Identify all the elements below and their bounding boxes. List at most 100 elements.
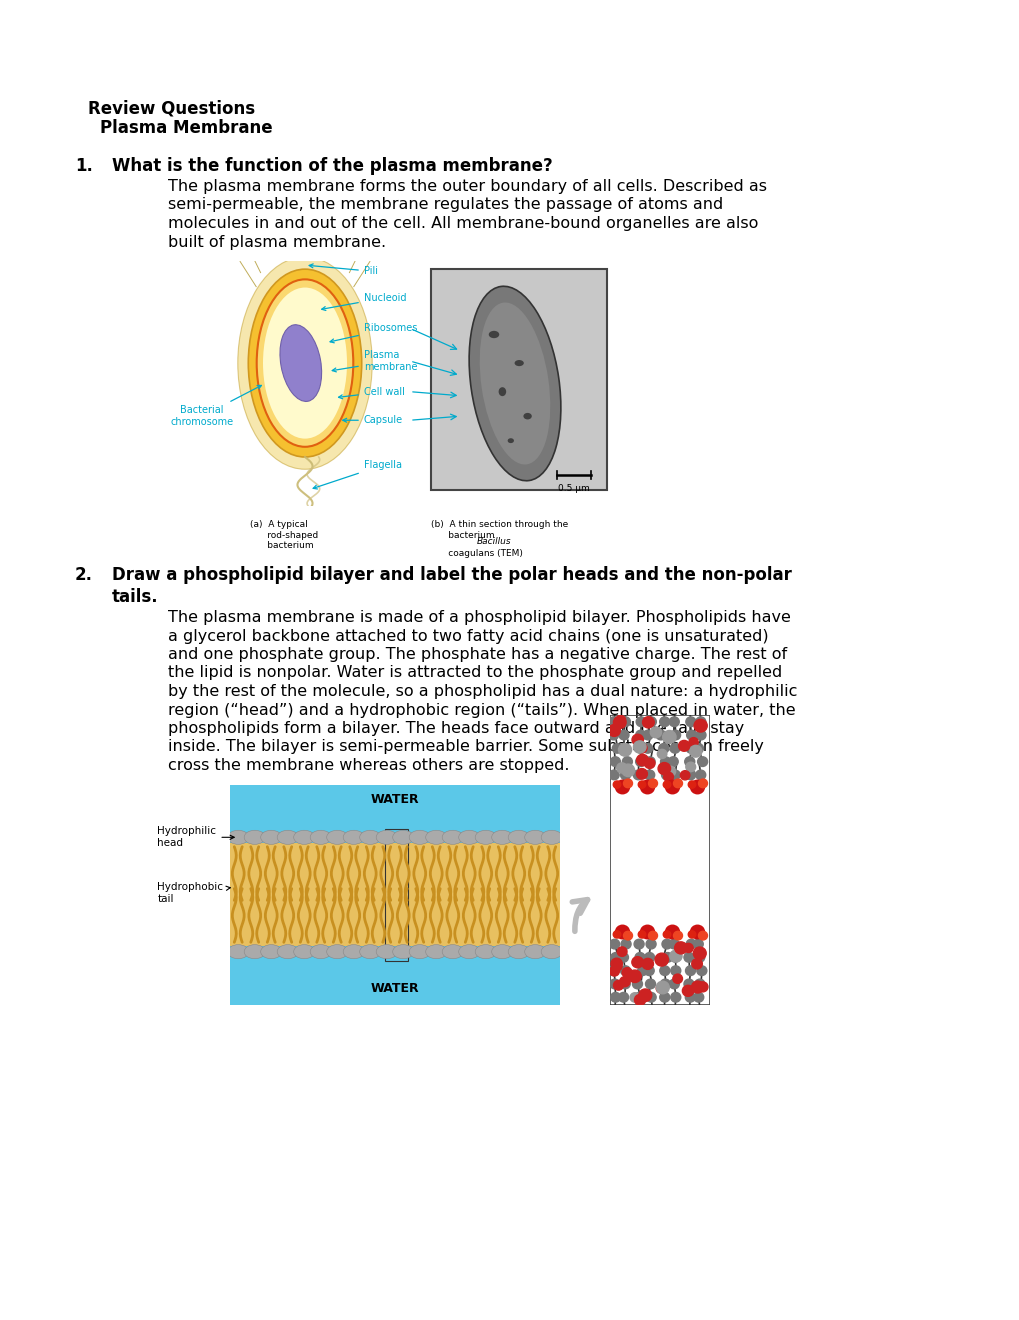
Circle shape xyxy=(612,962,622,970)
Circle shape xyxy=(608,717,619,726)
Ellipse shape xyxy=(523,413,531,420)
Ellipse shape xyxy=(524,830,545,845)
Circle shape xyxy=(660,756,669,767)
Circle shape xyxy=(611,743,622,754)
Circle shape xyxy=(655,730,665,741)
Text: built of plasma membrane.: built of plasma membrane. xyxy=(168,235,386,249)
Circle shape xyxy=(634,704,644,713)
Circle shape xyxy=(644,756,654,767)
Circle shape xyxy=(694,953,704,962)
Circle shape xyxy=(671,966,680,975)
Text: (a)  A typical
      rod-shaped
      bacterium: (a) A typical rod-shaped bacterium xyxy=(250,520,318,550)
Text: Hydrophobic
tail: Hydrophobic tail xyxy=(157,882,230,904)
Circle shape xyxy=(691,958,702,969)
Circle shape xyxy=(693,940,702,949)
Circle shape xyxy=(691,981,703,993)
Circle shape xyxy=(642,743,652,754)
Ellipse shape xyxy=(263,288,346,438)
Ellipse shape xyxy=(227,830,249,845)
Circle shape xyxy=(609,940,620,949)
Bar xyxy=(229,843,559,946)
Circle shape xyxy=(636,768,647,779)
Circle shape xyxy=(635,730,645,741)
Circle shape xyxy=(685,993,695,1002)
Ellipse shape xyxy=(277,945,298,958)
Circle shape xyxy=(664,766,675,776)
Circle shape xyxy=(688,931,695,939)
Circle shape xyxy=(684,1006,694,1015)
Circle shape xyxy=(668,979,679,989)
Circle shape xyxy=(685,690,694,700)
Circle shape xyxy=(654,953,667,966)
Bar xyxy=(385,829,408,961)
Circle shape xyxy=(610,993,620,1002)
Bar xyxy=(431,269,606,490)
Circle shape xyxy=(685,717,695,726)
Text: region (“head”) and a hydrophobic region (“tails”). When placed in water, the: region (“head”) and a hydrophobic region… xyxy=(168,702,795,718)
Ellipse shape xyxy=(392,830,414,845)
Circle shape xyxy=(635,756,645,767)
Ellipse shape xyxy=(409,945,430,958)
Circle shape xyxy=(616,946,627,957)
Circle shape xyxy=(622,756,632,767)
Circle shape xyxy=(620,979,630,989)
Circle shape xyxy=(641,958,653,969)
Ellipse shape xyxy=(459,830,479,845)
Circle shape xyxy=(635,1019,645,1028)
Circle shape xyxy=(608,730,618,741)
Circle shape xyxy=(686,730,696,741)
Circle shape xyxy=(685,770,695,780)
Circle shape xyxy=(634,1006,643,1015)
Circle shape xyxy=(686,940,696,949)
Circle shape xyxy=(695,730,705,741)
Circle shape xyxy=(688,738,698,747)
Circle shape xyxy=(638,989,651,1002)
Circle shape xyxy=(612,717,626,729)
Circle shape xyxy=(618,743,631,756)
Ellipse shape xyxy=(541,830,561,845)
Text: Review Questions: Review Questions xyxy=(88,100,255,117)
Circle shape xyxy=(662,781,671,788)
Circle shape xyxy=(698,932,707,940)
Circle shape xyxy=(671,690,680,700)
Ellipse shape xyxy=(237,257,372,469)
Circle shape xyxy=(683,944,693,953)
Circle shape xyxy=(668,717,679,726)
Ellipse shape xyxy=(244,945,265,958)
Circle shape xyxy=(610,690,621,700)
Circle shape xyxy=(656,750,666,759)
Circle shape xyxy=(619,743,629,754)
Circle shape xyxy=(614,780,629,793)
Circle shape xyxy=(658,743,668,754)
Circle shape xyxy=(645,940,655,949)
Circle shape xyxy=(684,979,693,989)
Text: a glycerol backbone attached to two fatty acid chains (one is unsaturated): a glycerol backbone attached to two fatt… xyxy=(168,628,768,644)
Circle shape xyxy=(642,717,653,727)
Ellipse shape xyxy=(248,269,362,457)
Ellipse shape xyxy=(310,945,331,958)
Text: Hydrophilic
head: Hydrophilic head xyxy=(157,826,234,849)
Ellipse shape xyxy=(425,830,446,845)
Circle shape xyxy=(693,743,703,754)
Circle shape xyxy=(621,704,631,713)
Circle shape xyxy=(612,781,621,788)
Circle shape xyxy=(632,979,642,989)
Bar xyxy=(431,269,606,490)
Circle shape xyxy=(693,719,706,733)
Circle shape xyxy=(694,690,703,700)
Circle shape xyxy=(609,756,620,767)
Text: coagulans (TEM): coagulans (TEM) xyxy=(431,549,523,558)
Circle shape xyxy=(609,979,620,989)
Text: Draw a phospholipid bilayer and label the polar heads and the non-polar: Draw a phospholipid bilayer and label th… xyxy=(112,566,791,583)
Circle shape xyxy=(607,725,620,737)
Circle shape xyxy=(638,931,645,939)
Text: inside. The bilayer is semi-permeable barrier. Some substances can freely: inside. The bilayer is semi-permeable ba… xyxy=(168,739,763,755)
Circle shape xyxy=(663,772,673,781)
Circle shape xyxy=(608,1006,619,1015)
Circle shape xyxy=(668,1019,679,1028)
Circle shape xyxy=(689,746,701,758)
Circle shape xyxy=(644,953,654,962)
Circle shape xyxy=(696,966,706,975)
Ellipse shape xyxy=(475,945,496,958)
Circle shape xyxy=(680,771,689,780)
